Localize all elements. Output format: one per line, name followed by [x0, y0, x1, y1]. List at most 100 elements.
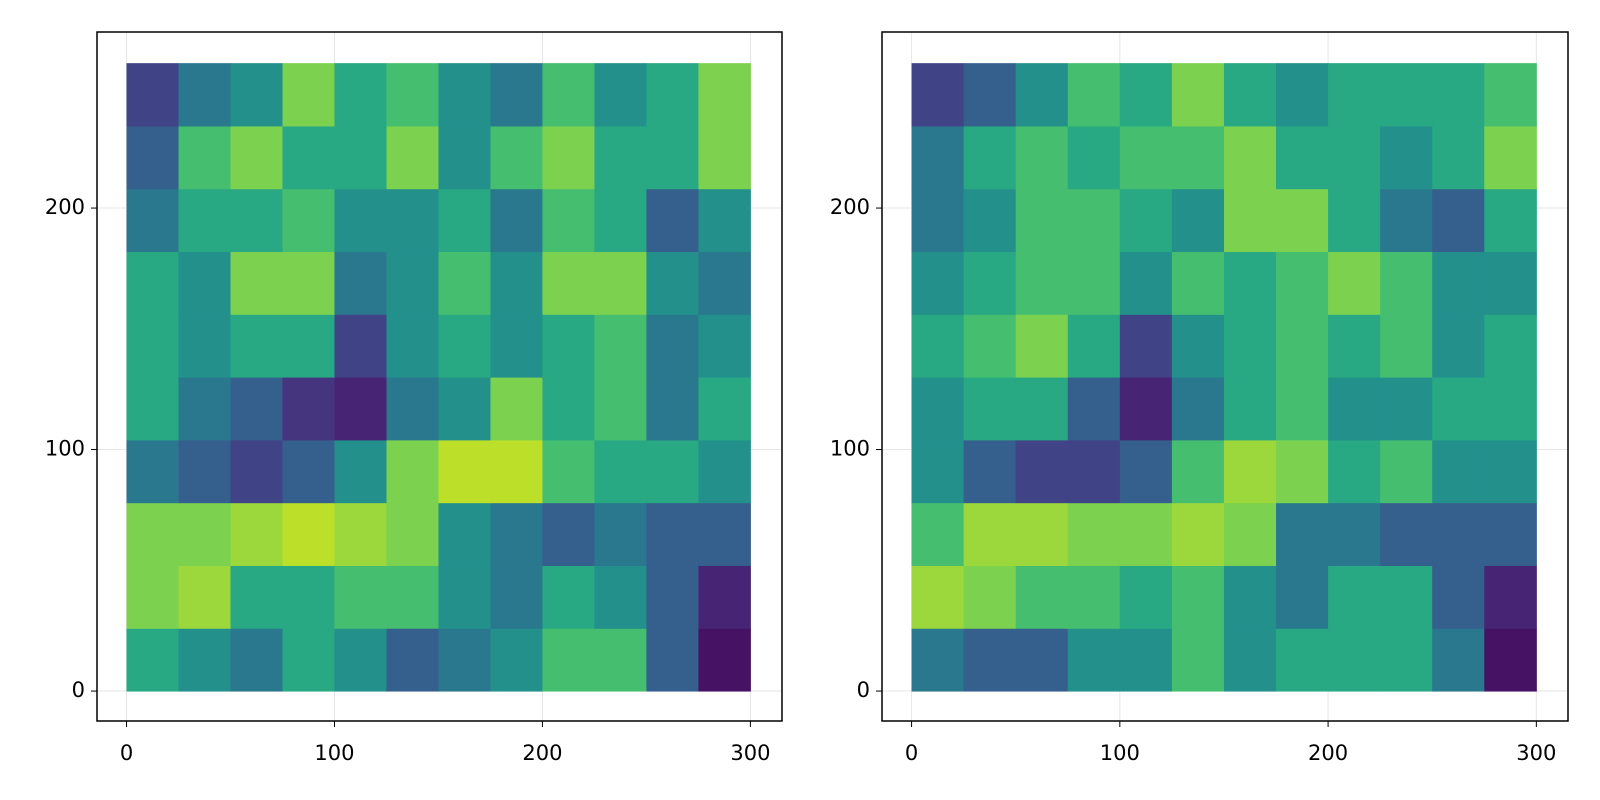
heatmap-cell	[911, 439, 965, 504]
heatmap-cell	[542, 188, 595, 253]
heatmap-cell	[698, 628, 751, 692]
heatmap-cell	[438, 125, 491, 190]
heatmap-cell	[1328, 502, 1381, 566]
heatmap-cell	[386, 628, 439, 692]
heatmap-cell	[1380, 188, 1433, 253]
heatmap-cell	[438, 565, 491, 629]
y-tick-label: 200	[830, 195, 870, 219]
heatmap-cell	[646, 565, 699, 629]
heatmap-cell	[126, 251, 180, 315]
heatmap-cell	[230, 377, 283, 441]
heatmap-cell	[542, 565, 595, 629]
heatmap-cell	[282, 125, 335, 190]
heatmap-cell	[1276, 377, 1329, 441]
heatmap-cell	[438, 188, 491, 253]
heatmap-cell	[230, 565, 283, 629]
heatmap-cell	[282, 502, 335, 566]
heatmap-cell	[1119, 377, 1173, 441]
heatmap-cell	[963, 125, 1017, 190]
heatmap-cell	[646, 63, 699, 127]
heatmap-cell	[1276, 125, 1329, 190]
heatmap-cell	[1276, 314, 1329, 378]
heatmap-cell	[1380, 439, 1433, 504]
heatmap-cell	[963, 188, 1017, 253]
x-tick-label: 100	[1100, 741, 1140, 765]
heatmap-cell	[698, 251, 751, 315]
heatmap-cell	[1484, 125, 1537, 190]
heatmap-cell	[1223, 63, 1277, 127]
heatmap-cell	[698, 565, 751, 629]
heatmap-cell	[334, 314, 387, 378]
heatmap-cell	[334, 251, 387, 315]
heatmap-cell	[1380, 251, 1433, 315]
heatmap-cell	[1171, 439, 1225, 504]
heatmap-cell	[1119, 314, 1173, 378]
x-tick-label: 0	[905, 741, 918, 765]
heatmap-cell	[542, 125, 595, 190]
heatmap-cell	[963, 251, 1017, 315]
heatmap-cell	[1067, 188, 1121, 253]
heatmap-cell	[1015, 188, 1069, 253]
heatmap-cell	[542, 251, 595, 315]
heatmap-cell	[438, 377, 491, 441]
heatmap-cell	[126, 314, 180, 378]
y-tick-label: 100	[830, 437, 870, 461]
x-tick-label: 200	[522, 741, 562, 765]
heatmap-cell	[1432, 251, 1485, 315]
heatmap-cell	[1223, 502, 1277, 566]
heatmap-cell	[1328, 314, 1381, 378]
heatmap-cell	[386, 565, 439, 629]
heatmap-cell	[438, 314, 491, 378]
heatmap-cell	[1484, 251, 1537, 315]
heatmap-cell	[334, 188, 387, 253]
heatmap-cell	[178, 63, 232, 127]
heatmap-cell	[911, 125, 965, 190]
heatmap-cell	[594, 188, 647, 253]
heatmap-cell	[911, 251, 965, 315]
heatmap-cell	[646, 314, 699, 378]
heatmap-cell	[698, 63, 751, 127]
heatmap-cell	[911, 188, 965, 253]
heatmap-cell	[1484, 63, 1537, 127]
heatmap-cell	[963, 377, 1017, 441]
heatmap-cell	[334, 628, 387, 692]
heatmap-cell	[282, 439, 335, 504]
heatmap-cell	[1067, 377, 1121, 441]
heatmap-cell	[126, 188, 180, 253]
heatmap-cell	[1119, 63, 1173, 127]
heatmap-cell	[1484, 502, 1537, 566]
heatmap-cell	[963, 565, 1017, 629]
heatmap-cell	[646, 188, 699, 253]
heatmap-cell	[1276, 188, 1329, 253]
heatmap-cell	[1432, 439, 1485, 504]
axes-frame	[96, 31, 783, 722]
heatmap-cell	[1119, 251, 1173, 315]
heatmap-cell	[178, 565, 232, 629]
heatmap-cell	[542, 502, 595, 566]
heatmap-cell	[698, 439, 751, 504]
heatmap-cell	[1484, 314, 1537, 378]
heatmap-cell	[1276, 251, 1329, 315]
heatmap-cell	[1171, 63, 1225, 127]
heatmap-cell	[126, 565, 180, 629]
heatmap-cell	[1067, 314, 1121, 378]
heatmap-cell	[594, 502, 647, 566]
heatmap-cell	[1171, 628, 1225, 692]
heatmap-cell	[1432, 125, 1485, 190]
heatmap-cell	[698, 502, 751, 566]
heatmap-cell	[1276, 502, 1329, 566]
heatmap-cell	[594, 439, 647, 504]
axes-frame	[881, 31, 1569, 722]
heatmap-cell	[1015, 565, 1069, 629]
heatmap-cell	[1276, 565, 1329, 629]
heatmap-cell	[698, 314, 751, 378]
heatmap-cell	[646, 628, 699, 692]
heatmap-cell	[178, 502, 232, 566]
heatmap-cell	[126, 377, 180, 441]
heatmap-cell	[334, 565, 387, 629]
heatmap-cell	[594, 628, 647, 692]
heatmap-cell	[1119, 502, 1173, 566]
heatmap-cell	[542, 63, 595, 127]
x-tick-label: 100	[314, 741, 354, 765]
